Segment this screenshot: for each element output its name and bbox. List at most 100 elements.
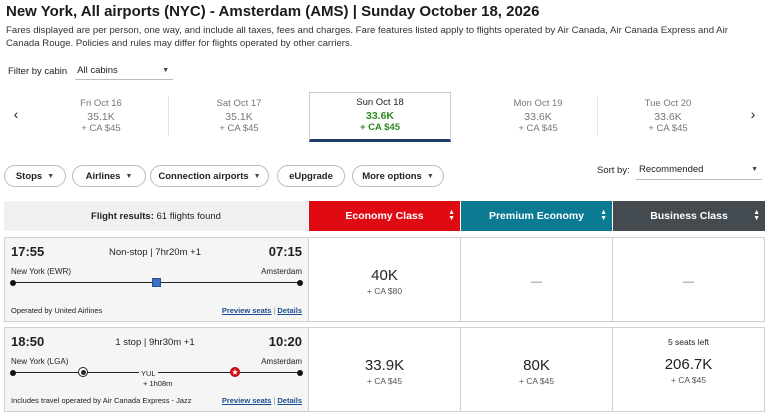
sort-icon: ▲ ▼ (448, 209, 455, 222)
premium-economy-header[interactable]: Premium Economy ▲ ▼ (461, 201, 612, 231)
arrival-time: 10:20 (268, 334, 302, 349)
date-price: 33.6K (524, 110, 552, 123)
caret-down-icon: ▼ (751, 166, 758, 173)
sort-value: Recommended (639, 164, 704, 175)
fare-points: 206.7K (664, 356, 713, 373)
business-fare-cell: — (612, 238, 764, 321)
page-title: New York, All airports (NYC) - Amsterdam… (6, 3, 540, 20)
premium-economy-label: Premium Economy (488, 210, 585, 222)
date-option-selected[interactable]: Sun Oct 18 33.6K + CA $45 (309, 92, 451, 142)
flight-row: 18:50 1 stop | 9hr30m +1 10:20 New York … (4, 327, 765, 412)
flight-duration: Non-stop | 7hr20m +1 (109, 247, 201, 258)
date-price: 35.1K (87, 110, 115, 123)
details-link[interactable]: Details (277, 306, 302, 315)
link-separator: | (273, 396, 276, 405)
date-price: 33.6K (654, 110, 682, 123)
date-label: Sun Oct 18 (356, 97, 404, 108)
economy-class-header[interactable]: Economy Class ▲ ▼ (309, 201, 460, 231)
flight-links: Preview seats | Details (222, 396, 302, 405)
origin-airport: New York (EWR) (11, 267, 72, 276)
origin-airport: New York (LGA) (11, 357, 69, 366)
premium-economy-fare-cell[interactable]: 80K + CA $45 (460, 328, 612, 411)
date-label: Fri Oct 16 (80, 98, 122, 109)
united-logo-icon (152, 278, 161, 287)
details-link[interactable]: Details (277, 396, 302, 405)
fare-tax: + CA $45 (670, 375, 707, 385)
date-tax: + CA $45 (359, 122, 401, 133)
flight-info: 18:50 1 stop | 9hr30m +1 10:20 New York … (5, 328, 308, 411)
destination-dot-icon (297, 369, 303, 376)
stops-filter-button[interactable]: Stops ▼ (4, 165, 66, 187)
flight-row: 17:55 Non-stop | 7hr20m +1 07:15 New Yor… (4, 237, 765, 322)
connection-airport: YUL (139, 369, 158, 378)
economy-fare-cell[interactable]: 40K + CA $80 (308, 238, 460, 321)
next-dates-button[interactable]: › (750, 106, 756, 122)
date-price: 33.6K (365, 109, 395, 122)
fare-unavailable: — (531, 276, 542, 288)
caret-down-icon: ▼ (426, 172, 434, 180)
flight-results-header: Flight results: 61 flights found (4, 201, 308, 231)
flight-results-label: Flight results: (91, 210, 154, 222)
destination-airport: Amsterdam (261, 267, 302, 276)
divider (168, 96, 169, 136)
date-option[interactable]: Mon Oct 19 33.6K + CA $45 (467, 92, 609, 142)
more-options-button[interactable]: More options ▼ (352, 165, 444, 187)
cabin-filter-value: All cabins (77, 65, 118, 76)
premium-economy-fare-cell: — (460, 238, 612, 321)
airlines-filter-button[interactable]: Airlines ▼ (72, 165, 146, 187)
sort-icon: ▲ ▼ (600, 209, 607, 222)
air-canada-logo-icon (78, 367, 88, 377)
flight-results-count: 61 flights found (156, 210, 221, 222)
origin-dot-icon (10, 279, 16, 286)
business-fare-cell[interactable]: 5 seats left 206.7K + CA $45 (612, 328, 764, 411)
operator-note: Operated by United Airlines (11, 306, 103, 315)
date-label: Sat Oct 17 (216, 98, 262, 109)
sort-select[interactable]: Recommended ▼ (636, 160, 762, 180)
caret-down-icon: ▼ (47, 172, 55, 180)
flight-duration: 1 stop | 9hr30m +1 (115, 337, 195, 348)
departure-time: 17:55 (11, 244, 45, 259)
date-option[interactable]: Fri Oct 16 35.1K + CA $45 (30, 92, 172, 142)
date-option[interactable]: Sat Oct 17 35.1K + CA $45 (168, 92, 310, 142)
economy-class-label: Economy Class (345, 210, 424, 222)
business-class-label: Business Class (650, 210, 728, 222)
flight-links: Preview seats | Details (222, 306, 302, 315)
previous-dates-button[interactable]: ‹ (13, 106, 19, 122)
origin-dot-icon (10, 369, 16, 376)
fare-tax: + CA $45 (518, 376, 555, 386)
fare-points: 80K (523, 357, 550, 374)
eupgrade-filter-button[interactable]: eUpgrade (277, 165, 345, 187)
fare-points: 40K (371, 267, 398, 284)
departure-time: 18:50 (11, 334, 45, 349)
cabin-filter-label: Filter by cabin (8, 65, 68, 77)
preview-seats-link[interactable]: Preview seats (221, 306, 272, 315)
economy-fare-cell[interactable]: 33.9K + CA $45 (308, 328, 460, 411)
date-price: 35.1K (225, 110, 253, 123)
air-canada-logo-icon (230, 367, 240, 377)
date-selector: ‹ Fri Oct 16 35.1K + CA $45 Sat Oct 17 3… (0, 92, 768, 144)
layover-duration: + 1h08m (143, 379, 173, 388)
link-separator: | (273, 306, 276, 315)
date-label: Tue Oct 20 (644, 98, 692, 109)
sort-label: Sort by: (597, 165, 630, 176)
cabin-filter: Filter by cabin All cabins ▼ (8, 62, 174, 80)
fare-disclaimer: Fares displayed are per person, one way,… (6, 25, 728, 49)
business-class-header[interactable]: Business Class ▲ ▼ (613, 201, 765, 231)
cabin-filter-select[interactable]: All cabins ▼ (75, 62, 174, 80)
stops-filter-label: Stops (15, 170, 43, 182)
date-tax: + CA $45 (648, 123, 688, 134)
connection-airports-filter-button[interactable]: Connection airports ▼ (150, 165, 269, 187)
fare-unavailable: — (683, 276, 694, 288)
operator-note: Includes travel operated by Air Canada E… (11, 396, 192, 405)
flight-info: 17:55 Non-stop | 7hr20m +1 07:15 New Yor… (5, 238, 308, 321)
fare-points: 33.9K (364, 357, 405, 374)
destination-airport: Amsterdam (261, 357, 302, 366)
fare-tax: + CA $80 (366, 286, 403, 296)
arrival-time: 07:15 (268, 244, 302, 259)
date-label: Mon Oct 19 (513, 98, 563, 109)
preview-seats-link[interactable]: Preview seats (221, 396, 272, 405)
caret-down-icon: ▼ (125, 172, 133, 180)
date-tax: + CA $45 (81, 123, 121, 134)
date-option[interactable]: Tue Oct 20 33.6K + CA $45 (597, 92, 739, 142)
date-tax: + CA $45 (518, 123, 558, 134)
